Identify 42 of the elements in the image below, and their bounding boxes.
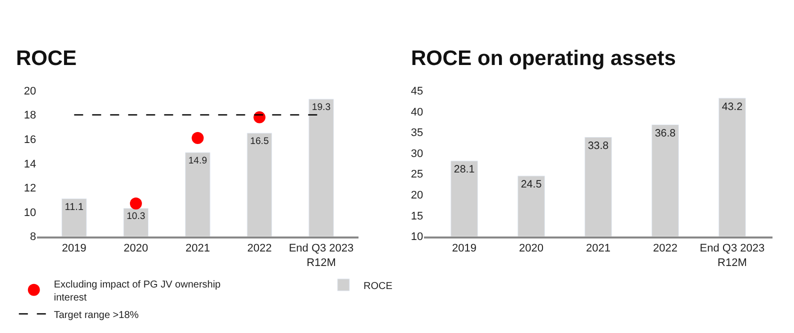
y-tick-label: 30 — [410, 148, 424, 160]
data-label: 11.1 — [64, 202, 84, 213]
y-tick-label: 10 — [410, 231, 424, 244]
legend-label: ROCE — [363, 280, 393, 292]
point — [192, 132, 204, 144]
data-label: 19.3 — [312, 102, 331, 113]
x-tick-label: 2021 — [185, 242, 210, 254]
y-tick-label: 20 — [410, 190, 424, 202]
point — [130, 198, 142, 210]
legend-label: Target range >18% — [54, 310, 139, 321]
y-tick-label: 12 — [24, 182, 36, 195]
x-tick-label: 2020 — [519, 242, 544, 254]
y-tick-label: 45 — [410, 85, 424, 98]
data-label: 14.9 — [188, 155, 208, 166]
y-tick-label: 20 — [24, 85, 36, 98]
x-tick-label: 2022 — [652, 242, 678, 254]
x-tick-label: End Q3 2023 R12M — [700, 242, 765, 269]
chart-title: ROCE — [16, 47, 77, 70]
data-label: 33.8 — [588, 140, 609, 152]
x-tick-label: 2022 — [247, 242, 272, 254]
x-tick-label: 2019 — [62, 242, 86, 254]
data-label: 36.8 — [654, 127, 676, 140]
chart-title: ROCE on operating assets — [411, 47, 676, 70]
y-tick-label: 25 — [410, 168, 424, 181]
data-label: 10.3 — [126, 211, 146, 222]
data-label: 28.1 — [454, 164, 475, 176]
y-tick-label: 15 — [410, 210, 424, 222]
x-tick-label: 2019 — [452, 242, 477, 254]
data-label: 16.5 — [250, 136, 269, 147]
x-tick-label: 2021 — [586, 242, 610, 254]
y-tick-label: 14 — [24, 158, 36, 170]
x-tick-label: End Q3 2023 R12M — [288, 242, 354, 269]
data-label: 24.5 — [520, 178, 542, 191]
legend-label: Excluding impact of PG JV ownership interest — [54, 279, 222, 304]
data-label: 43.2 — [722, 100, 743, 113]
y-tick-label: 35 — [410, 127, 424, 140]
y-tick-label: 18 — [24, 110, 36, 122]
y-tick-label: 8 — [30, 231, 36, 244]
y-tick-label: 40 — [410, 106, 424, 118]
y-tick-label: 10 — [24, 206, 36, 219]
x-tick-label: 2020 — [124, 242, 148, 254]
y-tick-label: 16 — [24, 134, 36, 146]
